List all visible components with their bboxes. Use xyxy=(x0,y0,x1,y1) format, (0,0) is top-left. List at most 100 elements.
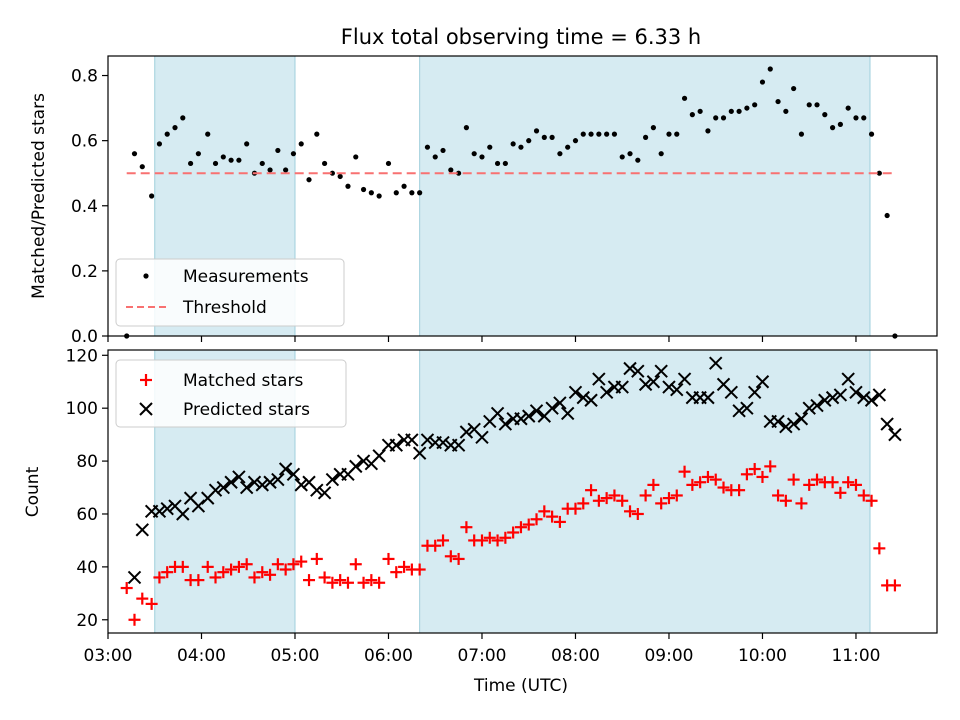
measurements-point xyxy=(329,170,335,176)
top-shaded-intervals xyxy=(154,55,871,337)
measurements-point xyxy=(424,144,431,150)
matched-stars-point xyxy=(756,470,769,483)
predicted-stars-point xyxy=(833,388,848,402)
top-axes-frame xyxy=(107,55,938,337)
measurements-point xyxy=(861,115,867,121)
measurements-point xyxy=(353,154,359,160)
measurements-point xyxy=(220,154,226,160)
bottom-legend: Matched stars Predicted stars xyxy=(115,359,347,428)
predicted-stars-point xyxy=(732,404,746,418)
top-y-tick-label: 0.2 xyxy=(71,262,98,282)
predicted-stars-point xyxy=(631,364,645,378)
measurements-point xyxy=(572,138,579,144)
matched-stars-point xyxy=(499,531,512,544)
legend-matched-label: Matched stars xyxy=(183,371,303,391)
measurements-point xyxy=(244,141,250,147)
matched-stars-point xyxy=(491,534,504,547)
predicted-stars-point xyxy=(810,398,824,413)
matched-stars-point xyxy=(444,550,457,563)
predicted-stars-point xyxy=(420,433,435,447)
measurements-point xyxy=(494,160,501,167)
measurements-point xyxy=(604,131,610,137)
measurements-point xyxy=(187,160,194,167)
predicted-stars-point xyxy=(646,375,661,389)
matched-stars-point xyxy=(624,505,637,518)
matched-stars-point xyxy=(398,560,411,573)
measurements-point xyxy=(853,115,859,121)
predicted-stars-point xyxy=(278,462,293,476)
measurements-point xyxy=(868,131,875,137)
predicted-stars-point xyxy=(191,499,206,513)
matched-stars-point xyxy=(779,494,792,507)
matched-stars-point xyxy=(678,465,691,478)
matched-stars-point xyxy=(287,558,300,571)
matched-stars-point xyxy=(811,473,824,486)
matched-stars-point xyxy=(390,566,403,579)
legend-matched-marker xyxy=(140,374,152,386)
bottom-x-ticks: 03:00 04:00 05:00 06:00 07:00 08:00 09:00 10:00… xyxy=(84,633,880,666)
predicted-stars-point xyxy=(152,504,167,519)
measurements-point xyxy=(502,160,508,167)
predicted-stars-point xyxy=(576,390,590,405)
measurements-point xyxy=(611,131,618,137)
predicted-stars-point xyxy=(888,427,902,442)
measurements-point xyxy=(720,115,727,121)
measurements-point xyxy=(417,190,423,196)
predicted-stars-point xyxy=(160,501,174,516)
predicted-stars-point xyxy=(560,406,575,421)
predicted-stars-point xyxy=(553,396,567,410)
x-tick-label: 11:00 xyxy=(831,646,880,666)
legend-predicted-marker xyxy=(139,402,153,416)
matched-stars-point xyxy=(834,486,847,499)
measurements-point xyxy=(876,170,882,176)
predicted-stars-point xyxy=(208,483,223,497)
bottom-y-tick-label: 60 xyxy=(76,505,98,525)
matched-stars-point xyxy=(429,539,442,552)
matched-stars-point xyxy=(849,478,862,491)
matched-stars-point xyxy=(647,478,660,491)
matched-stars-point xyxy=(303,574,316,587)
matched-stars-point xyxy=(295,555,308,568)
measurements-point xyxy=(783,108,789,114)
measurements-point xyxy=(409,190,415,196)
top-y-tick-label: 0.0 xyxy=(71,327,98,347)
predicted-stars-point xyxy=(232,470,246,484)
top-y-tick-label: 0.8 xyxy=(71,67,98,87)
measurements-point xyxy=(814,102,820,108)
bottom-axes-frame xyxy=(107,349,938,634)
top-y-axis-label: Matched/Predicted stars xyxy=(29,93,49,299)
matched-stars-point xyxy=(522,518,535,531)
predicted-stars-point xyxy=(755,375,770,389)
measurements-point xyxy=(713,115,719,121)
matched-stars-point xyxy=(616,494,629,507)
measurements-point xyxy=(674,131,680,137)
matched-stars-point xyxy=(639,489,652,502)
predicted-stars-point xyxy=(880,417,894,431)
matched-stars-point xyxy=(256,566,269,579)
measurements-point xyxy=(139,164,145,170)
matched-stars-point xyxy=(264,568,277,581)
measurements-point xyxy=(401,183,407,189)
top-y-ticks: 0.0 0.2 0.4 0.6 0.8 xyxy=(71,67,108,347)
matched-stars-point xyxy=(483,531,496,544)
matched-stars-point xyxy=(608,489,621,502)
x-tick-label: 03:00 xyxy=(84,646,133,666)
measurements-point xyxy=(619,154,625,160)
predicted-stars-point xyxy=(349,459,363,474)
bottom-y-tick-label: 80 xyxy=(76,452,98,472)
measurements-point xyxy=(448,167,454,173)
predicted-stars-point xyxy=(849,385,863,400)
bottom-y-tick-label: 20 xyxy=(76,611,98,631)
measurements-point xyxy=(368,190,374,196)
predicted-stars-point xyxy=(522,409,536,423)
predicted-stars-point xyxy=(490,406,505,421)
predicted-stars-point xyxy=(568,385,583,400)
matched-stars-point xyxy=(530,513,543,526)
measurements-point xyxy=(666,131,672,137)
measurements-point xyxy=(267,167,273,173)
matched-stars-point xyxy=(701,470,714,483)
measurements-point xyxy=(635,157,641,163)
measurements-point xyxy=(549,134,555,140)
measurements-point xyxy=(172,125,178,131)
